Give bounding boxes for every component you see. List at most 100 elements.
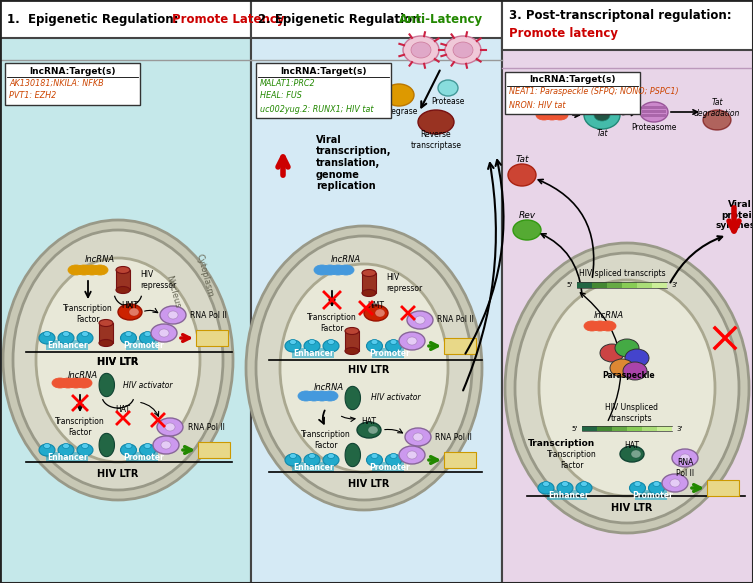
Ellipse shape: [557, 482, 573, 494]
Ellipse shape: [505, 243, 749, 533]
Bar: [46, 340, 88, 350]
Bar: [116, 270, 130, 290]
Ellipse shape: [600, 344, 624, 362]
Text: Transcription: Transcription: [529, 438, 596, 448]
Ellipse shape: [552, 110, 568, 120]
Ellipse shape: [375, 309, 385, 317]
Text: NEAT1: Paraspeckle (SFPQ; NONO; PSPC1): NEAT1: Paraspeckle (SFPQ; NONO; PSPC1): [509, 87, 678, 97]
Ellipse shape: [168, 311, 178, 319]
Ellipse shape: [68, 378, 84, 388]
Bar: [637, 282, 652, 288]
Text: HAT: HAT: [624, 441, 639, 451]
Ellipse shape: [99, 319, 113, 326]
Bar: [372, 348, 404, 358]
Text: Promoter: Promoter: [370, 463, 410, 472]
Bar: [607, 282, 622, 288]
Ellipse shape: [513, 220, 541, 240]
Text: Nucleus: Nucleus: [164, 275, 181, 310]
Text: Tat
degradation: Tat degradation: [694, 99, 740, 118]
Ellipse shape: [144, 332, 151, 336]
Ellipse shape: [153, 436, 179, 454]
Ellipse shape: [44, 444, 50, 448]
Bar: [251, 0, 502, 583]
Ellipse shape: [330, 265, 346, 275]
Bar: [547, 490, 587, 500]
Text: RNA Pol II: RNA Pol II: [188, 423, 225, 431]
Ellipse shape: [129, 308, 139, 316]
Ellipse shape: [39, 444, 55, 456]
Ellipse shape: [600, 321, 616, 331]
Text: lncRNA: lncRNA: [331, 255, 361, 265]
Ellipse shape: [314, 265, 330, 275]
Text: Protease: Protease: [431, 97, 465, 107]
Ellipse shape: [620, 446, 644, 462]
Ellipse shape: [125, 444, 132, 448]
Ellipse shape: [44, 332, 50, 336]
Ellipse shape: [345, 328, 359, 335]
Ellipse shape: [347, 100, 363, 110]
Text: HEAL: FUS: HEAL: FUS: [260, 92, 302, 100]
Bar: [642, 110, 666, 113]
Bar: [444, 338, 476, 354]
Text: 5': 5': [572, 426, 578, 432]
Ellipse shape: [62, 332, 69, 336]
Bar: [99, 323, 113, 343]
Ellipse shape: [630, 482, 645, 494]
Ellipse shape: [415, 316, 425, 324]
Ellipse shape: [407, 311, 433, 329]
Text: Ub. Ligase
Complex: Ub. Ligase Complex: [582, 88, 622, 108]
Text: lncRNA:Target(s): lncRNA:Target(s): [29, 66, 116, 76]
Bar: [642, 426, 657, 431]
Bar: [126, 452, 158, 462]
Text: 3. Post-transcriptonal regulation:: 3. Post-transcriptonal regulation:: [509, 9, 732, 23]
Bar: [502, 0, 753, 50]
Ellipse shape: [304, 340, 320, 352]
Ellipse shape: [515, 253, 739, 523]
Text: RNA Pol II: RNA Pol II: [435, 433, 472, 441]
Ellipse shape: [13, 230, 223, 490]
Ellipse shape: [304, 454, 320, 466]
Text: 5': 5': [567, 282, 573, 288]
Ellipse shape: [280, 264, 448, 472]
Ellipse shape: [68, 265, 84, 275]
Ellipse shape: [384, 84, 414, 106]
Ellipse shape: [445, 36, 481, 64]
Ellipse shape: [285, 454, 301, 466]
Ellipse shape: [345, 347, 359, 354]
Ellipse shape: [631, 450, 641, 458]
Text: lncRNA: lncRNA: [85, 255, 115, 265]
Text: HAT: HAT: [115, 406, 130, 415]
Polygon shape: [99, 373, 114, 396]
Ellipse shape: [246, 226, 482, 510]
Ellipse shape: [39, 332, 55, 344]
Bar: [642, 106, 666, 109]
Ellipse shape: [413, 433, 423, 441]
Ellipse shape: [368, 426, 378, 434]
Text: HIV
genome: HIV genome: [334, 80, 368, 100]
Text: lncRNA:Target(s): lncRNA:Target(s): [280, 66, 367, 76]
Ellipse shape: [125, 332, 132, 336]
Bar: [362, 273, 376, 293]
Ellipse shape: [81, 332, 89, 336]
Ellipse shape: [58, 332, 74, 344]
Text: AK130181;NKILA: NFKB: AK130181;NKILA: NFKB: [9, 79, 104, 87]
Ellipse shape: [84, 265, 100, 275]
Text: Reverse
transcriptase: Reverse transcriptase: [410, 130, 462, 150]
Ellipse shape: [576, 482, 592, 494]
Text: Transcription
Factor: Transcription Factor: [301, 430, 351, 449]
Ellipse shape: [418, 110, 454, 134]
Ellipse shape: [356, 100, 372, 110]
Bar: [505, 72, 640, 114]
Text: Transcription
Factor: Transcription Factor: [55, 417, 105, 437]
Bar: [577, 282, 592, 288]
Ellipse shape: [116, 286, 130, 293]
Ellipse shape: [323, 340, 339, 352]
Ellipse shape: [362, 269, 376, 276]
Text: HIV LTR: HIV LTR: [349, 365, 390, 375]
Text: Tat: Tat: [515, 156, 529, 164]
Text: Viral
protein
synthesis: Viral protein synthesis: [715, 200, 753, 230]
Ellipse shape: [58, 444, 74, 456]
Bar: [652, 282, 667, 288]
Ellipse shape: [407, 337, 417, 345]
Ellipse shape: [77, 444, 93, 456]
